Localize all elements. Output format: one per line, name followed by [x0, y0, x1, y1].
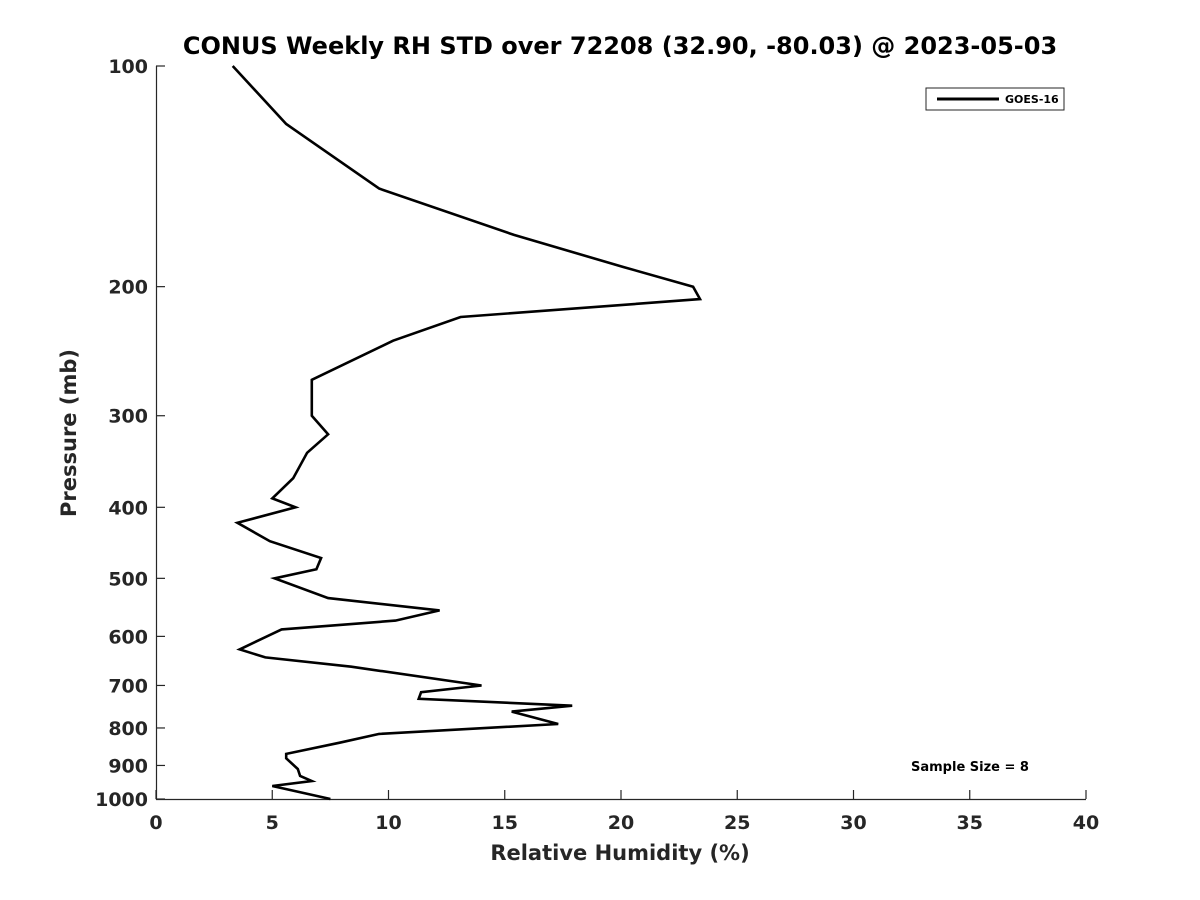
legend: GOES-16	[925, 87, 1065, 111]
y-tick-label: 1000	[95, 789, 148, 811]
series-line-goes16	[231, 65, 703, 801]
y-tick-label: 100	[108, 56, 148, 78]
x-tick-label: 15	[492, 812, 518, 834]
x-tick-label: 40	[1073, 812, 1099, 834]
y-tick-label: 900	[108, 755, 148, 777]
chart-title: CONUS Weekly RH STD over 72208 (32.90, -…	[183, 32, 1057, 60]
y-ticks: 100 200 300 400 500 600 700 800 900 1000	[95, 56, 165, 811]
x-tick-label: 30	[840, 812, 866, 834]
y-tick-label: 600	[108, 626, 148, 648]
y-tick-label: 400	[108, 497, 148, 519]
series-layer	[231, 65, 703, 801]
y-axis-label: Pressure (mb)	[57, 349, 81, 517]
x-tick-label: 20	[608, 812, 634, 834]
y-tick-label: 500	[108, 568, 148, 590]
sample-size-annotation: Sample Size = 8	[911, 760, 1029, 775]
x-ticks: 0 5 10 15 20 25 30 35 40	[149, 790, 1099, 834]
legend-label-goes16: GOES-16	[1005, 93, 1059, 106]
x-tick-label: 0	[149, 812, 162, 834]
x-tick-label: 35	[957, 812, 983, 834]
x-tick-label: 10	[375, 812, 401, 834]
x-tick-label: 25	[724, 812, 750, 834]
y-tick-label: 800	[108, 718, 148, 740]
x-tick-label: 5	[266, 812, 279, 834]
x-axis-label: Relative Humidity (%)	[490, 841, 749, 865]
y-tick-label: 300	[108, 406, 148, 428]
y-tick-label: 200	[108, 277, 148, 299]
y-tick-label: 700	[108, 675, 148, 697]
